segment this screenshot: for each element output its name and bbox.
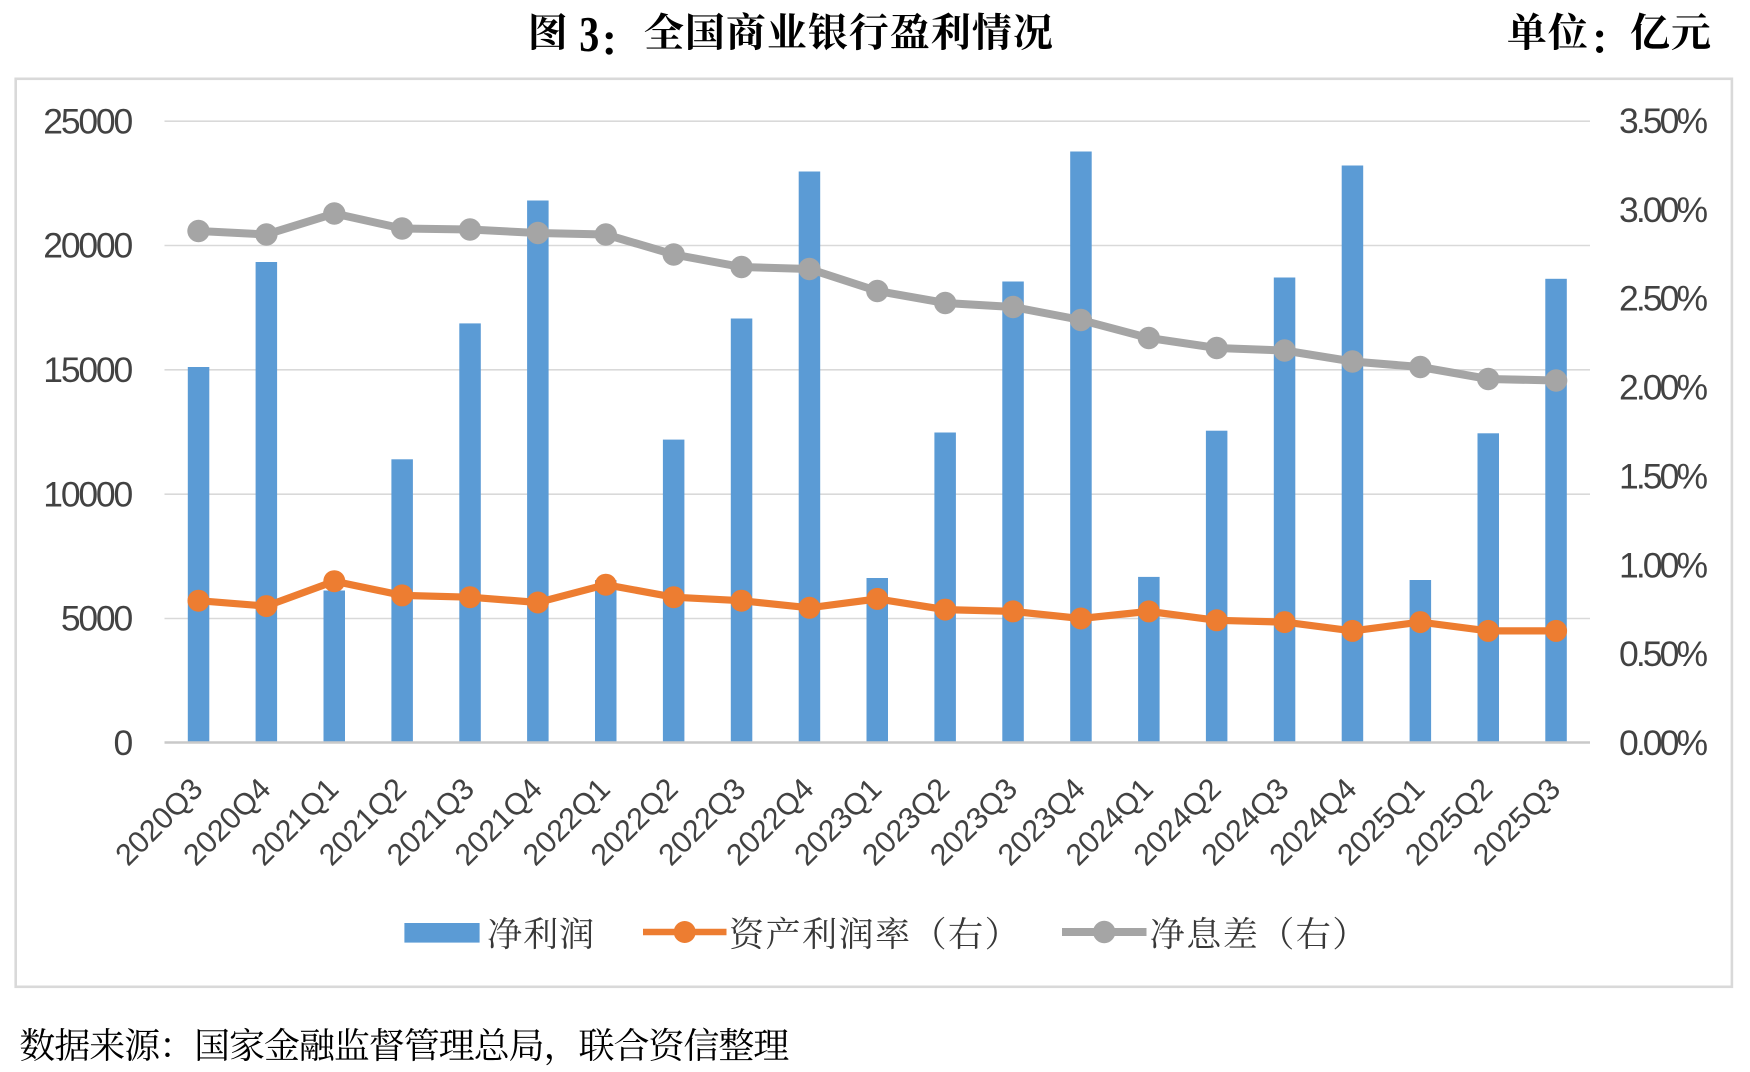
svg-text:3: 3 <box>579 7 599 62</box>
svg-text:5000: 5000 <box>61 599 133 639</box>
svg-text:10000: 10000 <box>43 474 132 514</box>
svg-text:25000: 25000 <box>43 101 132 141</box>
svg-text:0.00%: 0.00% <box>1619 723 1707 763</box>
svg-text:0: 0 <box>113 723 132 763</box>
svg-text:2.00%: 2.00% <box>1619 368 1707 408</box>
svg-text:3.50%: 3.50% <box>1619 101 1707 141</box>
svg-text:15000: 15000 <box>43 350 132 390</box>
svg-text:1.50%: 1.50% <box>1619 456 1707 496</box>
svg-text:0.50%: 0.50% <box>1619 634 1707 674</box>
svg-text:2.50%: 2.50% <box>1619 279 1707 319</box>
svg-text:20000: 20000 <box>43 226 132 266</box>
svg-text:1.00%: 1.00% <box>1619 545 1707 585</box>
svg-text:3.00%: 3.00% <box>1619 190 1707 230</box>
